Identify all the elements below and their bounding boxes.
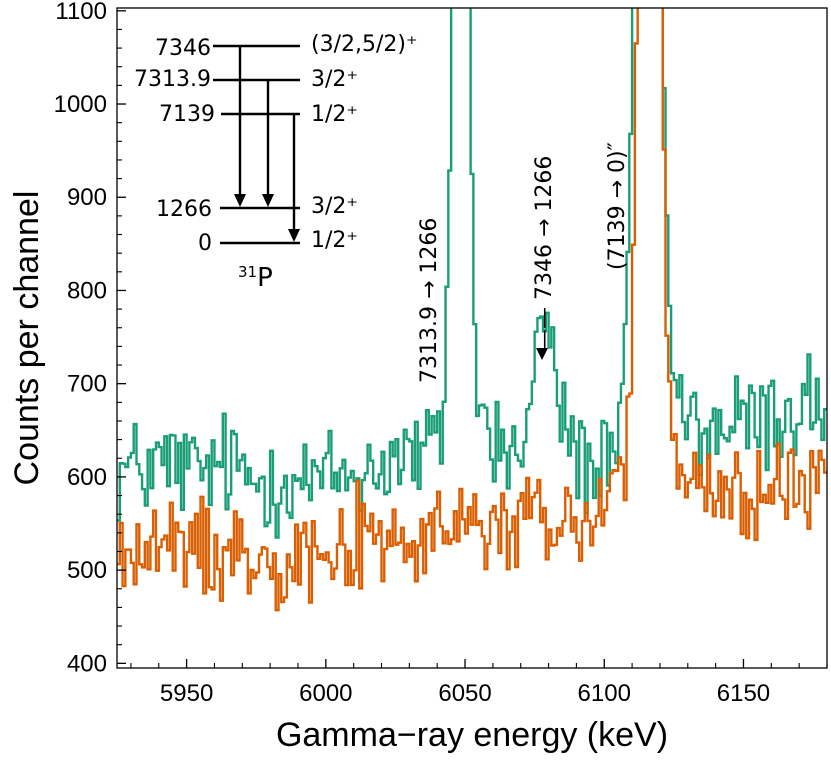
y-tick-label: 500	[67, 557, 107, 584]
level-line	[213, 44, 300, 245]
level-energy-7346: 7346	[155, 36, 211, 61]
y-tick-label: 900	[67, 184, 107, 211]
level-energy-7313-9: 7313.9	[134, 67, 211, 92]
plot-frame	[116, 7, 828, 669]
level-spin-0: 1/2⁺	[311, 228, 358, 253]
x-tick-label: 5950	[160, 680, 213, 707]
annotation-arrow-head	[536, 348, 548, 360]
x-tick-label: 6000	[299, 680, 352, 707]
y-tick-label: 400	[67, 650, 107, 677]
y-tick-label: 600	[67, 464, 107, 491]
transition-arrowhead	[262, 194, 274, 207]
annotation-7313-9-to-1266: 7313.9 → 1266	[417, 218, 442, 383]
transition-arrows	[238, 46, 296, 231]
level-scheme-inset: 7346 7313.9 7139 1266 0 (3/2,5/2)⁺ 3/2⁺ …	[134, 32, 418, 293]
x-axis-title: Gamma−ray energy (keV)	[276, 716, 668, 754]
annotation-7346-to-1266: —— 7346 → 1266	[532, 156, 557, 351]
y-axis-title: Counts per channel	[8, 191, 46, 486]
nucleus-mass-number: 31	[238, 263, 257, 281]
level-energy-0: 0	[198, 231, 212, 256]
transition-arrowhead	[288, 229, 300, 242]
x-tick-label: 6100	[578, 680, 631, 707]
level-spin-7313-9: 3/2⁺	[311, 67, 358, 92]
annotation-7139-to-0: (7139 → 0)″	[605, 142, 630, 270]
x-tick-label: 6150	[717, 680, 770, 707]
series-green-line	[117, 8, 827, 539]
transition-arrowhead	[234, 194, 246, 207]
level-spin-7139: 1/2⁺	[311, 102, 358, 127]
nucleus-label: 31P	[238, 263, 273, 293]
level-spin-1266: 3/2⁺	[311, 194, 358, 219]
level-energy-7139: 7139	[159, 102, 215, 127]
level-spin-7346: (3/2,5/2)⁺	[311, 32, 418, 57]
y-tick-label: 1100	[55, 0, 107, 25]
nucleus-symbol: P	[257, 263, 273, 293]
series-orange-line	[117, 8, 827, 612]
x-tick-label: 6050	[438, 680, 491, 707]
y-tick-label: 700	[67, 371, 107, 398]
y-tick-label: 1000	[54, 91, 107, 118]
level-energy-1266: 1266	[156, 197, 212, 222]
y-tick-label: 800	[67, 277, 107, 304]
